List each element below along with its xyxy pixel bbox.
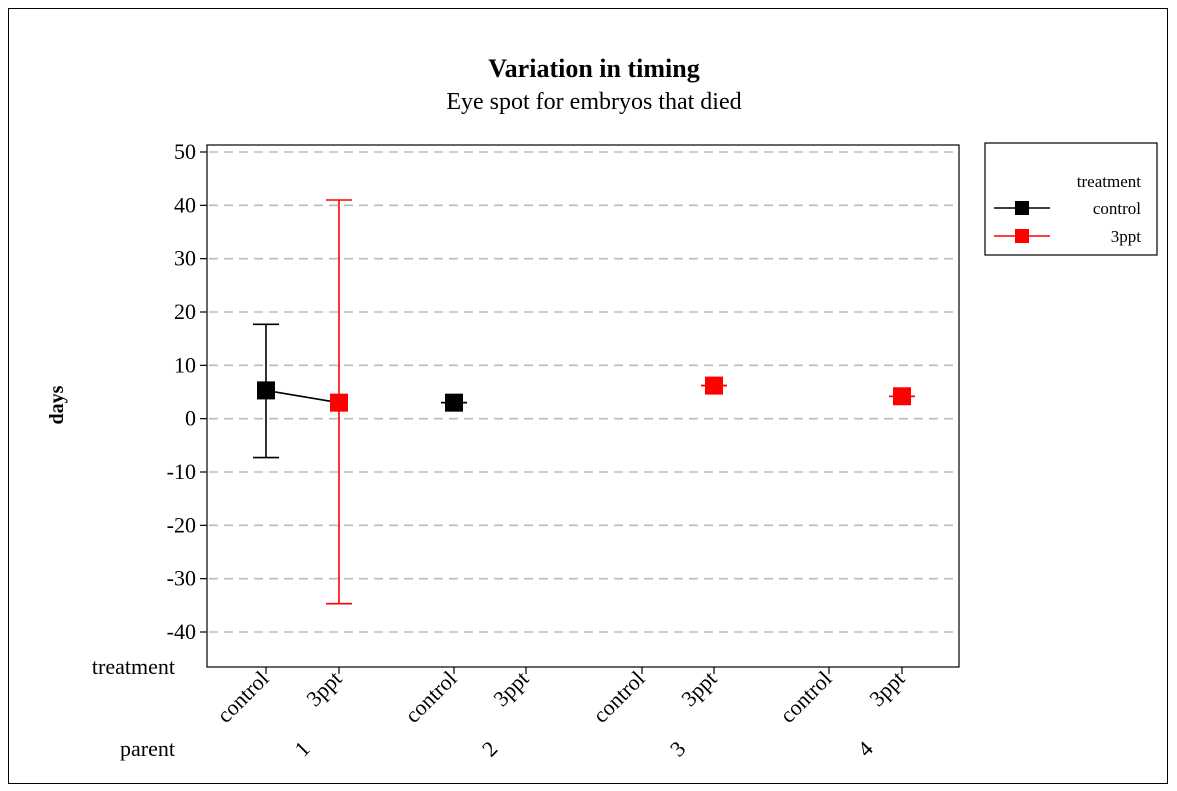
x-tick-label-treatment: control: [775, 666, 837, 728]
data-point-control: [445, 393, 463, 412]
error-bars: [253, 199, 915, 605]
data-point-control: [257, 381, 275, 400]
chart-frame: Variation in timing Eye spot for embryos…: [8, 8, 1168, 784]
y-tick-label: -30: [167, 566, 196, 591]
x-tick-label-treatment: control: [212, 666, 274, 728]
series-line: [265, 389, 340, 404]
y-tick-label: 50: [174, 139, 196, 164]
x-row-label-parent: parent: [120, 736, 175, 761]
x-tick-label-treatment: control: [588, 666, 650, 728]
data-point-3ppt: [330, 393, 348, 412]
legend-entry: 3ppt: [994, 227, 1141, 246]
x-axis-ticks: control 3ppt control 3ppt control 3ppt control…: [212, 666, 910, 728]
data-point-3ppt: [893, 387, 911, 406]
x-tick-label-parent: 1: [289, 736, 314, 761]
y-axis-ticks: 50 40 30 20 10 0 -10 -20 -30 -40: [167, 139, 207, 644]
legend: treatment control 3ppt: [984, 142, 1158, 256]
x-tick-label-treatment: 3ppt: [864, 666, 909, 711]
legend-label: 3ppt: [1111, 227, 1142, 246]
x-row-label-treatment: treatment: [92, 654, 175, 679]
y-tick-label: -40: [167, 619, 196, 644]
y-tick-label: 40: [174, 192, 196, 217]
x-axis-parent-labels: 1 2 3 4: [289, 736, 877, 761]
legend-marker: [1015, 201, 1029, 215]
y-tick-label: -20: [167, 512, 196, 537]
series-lines: [265, 389, 340, 404]
x-tick-label-treatment: 3ppt: [301, 666, 346, 711]
x-tick-label-parent: 4: [852, 736, 877, 761]
chart-subtitle: Eye spot for embryos that died: [446, 89, 741, 115]
x-tick-label-parent: 3: [665, 736, 690, 761]
legend-entry: control: [994, 199, 1141, 218]
y-axis-label: days: [46, 385, 68, 424]
y-tick-label: 10: [174, 352, 196, 377]
gridlines: [209, 151, 957, 633]
data-points: [257, 376, 911, 412]
data-point-3ppt: [705, 376, 723, 395]
legend-entries: control 3ppt: [994, 199, 1141, 246]
x-tick-label-treatment: 3ppt: [676, 666, 721, 711]
x-tick-label-parent: 2: [477, 736, 502, 761]
legend-marker: [1015, 229, 1029, 243]
legend-title: treatment: [1077, 172, 1141, 191]
plot-area: [206, 144, 960, 668]
legend-label: control: [1093, 199, 1141, 218]
chart-title: Variation in timing: [488, 54, 699, 83]
x-tick-label-treatment: control: [400, 666, 462, 728]
chart-svg: Variation in timing Eye spot for embryos…: [46, 54, 1158, 761]
y-tick-label: 0: [185, 406, 196, 431]
y-tick-label: -10: [167, 459, 196, 484]
x-tick-label-treatment: 3ppt: [488, 666, 533, 711]
y-tick-label: 30: [174, 246, 196, 271]
y-tick-label: 20: [174, 299, 196, 324]
